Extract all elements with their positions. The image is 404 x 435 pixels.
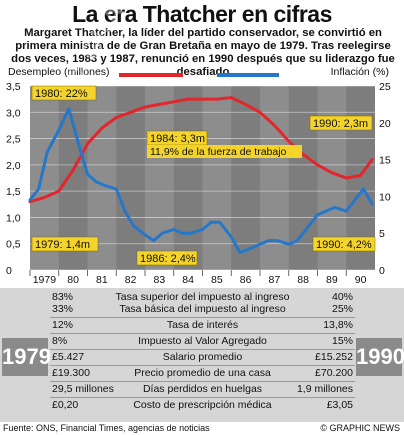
x-tick-label: 84: [182, 274, 194, 286]
x-tick-label: 1979: [33, 274, 57, 286]
table-row: 29,5 millones Días perdidos en huelgas 1,9…: [50, 384, 355, 395]
annotation-sublabel: 11,9% de la fuerza de trabajo: [150, 146, 287, 158]
year-band: [145, 86, 174, 270]
annotation-box: [136, 250, 198, 266]
series-lines: [28, 96, 374, 254]
annotation-box: [31, 236, 99, 252]
right-tick-label: 20: [379, 118, 391, 130]
table-row: £0,20 Costo de prescripción médica £3,05: [50, 400, 355, 411]
annotation-label: 1979: 1,4m: [35, 239, 90, 251]
value-1979: 29,5 millones: [52, 383, 114, 395]
annotation-label: 1990: 4,2%: [316, 239, 372, 251]
value-1990: 40%: [331, 291, 353, 303]
row-label: Días perdidos en huelgas: [142, 383, 263, 395]
x-tick-label: 89: [326, 274, 338, 286]
table-row: £5.427 Salario promedio £15.252: [50, 352, 355, 363]
unemployment-legend-label: Desempleo (millones): [8, 66, 110, 78]
source-footer: Fuente: ONS, Financial Times, agencias d…: [3, 423, 210, 433]
legend-swatches: [119, 73, 279, 77]
value-1979: £0,20: [52, 399, 79, 411]
right-tick-label: 10: [379, 191, 391, 203]
right-axis-ticks: 0 5 10 15 20 25: [379, 81, 391, 277]
right-tick-label: 25: [379, 81, 391, 93]
x-tick-label: 83: [154, 274, 166, 286]
line-chart: 0 0,5 1,0 1,5 2,0 2,5 3,0 3,5 0 5 10 15 20 25 1979 80…: [6, 81, 391, 286]
row-label: Tasa básica del impuesto al ingreso: [119, 303, 286, 315]
annotation-sub-box: [147, 145, 302, 158]
left-tick-label: 1,5: [6, 186, 21, 198]
inflation-legend-label: Inflación (%): [330, 66, 389, 78]
value-1990: 15%: [331, 335, 353, 347]
x-tick-label: 80: [67, 274, 79, 286]
year-1979-label: 1979: [2, 338, 51, 376]
annotation-box: [309, 115, 373, 131]
value-1979: £19.300: [52, 367, 90, 379]
left-axis-ticks: 0 0,5 1,0 1,5 2,0 2,5 3,0 3,5: [6, 81, 21, 277]
row-separator: [50, 349, 355, 350]
row-label: Impuesto al Valor Agregado: [138, 335, 267, 347]
row-label: Tasa superior del impuesto al ingreso: [115, 291, 290, 303]
chart-title: La era Thatcher en cifras: [72, 1, 332, 27]
row-label: Costo de prescripción médica: [133, 399, 272, 411]
x-tick-label: 87: [269, 274, 281, 286]
value-1990: 1,9 millones: [296, 383, 353, 395]
value-1990: £3,05: [326, 399, 353, 411]
x-tick-label: 86: [240, 274, 252, 286]
chart-subtitle: Margaret Thatcher, la líder del partido …: [11, 27, 395, 78]
x-tick-label: 90: [355, 274, 367, 286]
annotation-label: 1980: 22%: [35, 88, 88, 100]
table-row: 83% Tasa superior del impuesto al ingreso…: [50, 292, 355, 303]
table-row: 8% Impuesto al Valor Agregado 15%: [50, 336, 355, 347]
table-row: 33% Tasa básica del impuesto al ingreso 25…: [50, 304, 355, 315]
comparison-table: 83% Tasa superior del impuesto al ingreso…: [0, 288, 404, 422]
row-separator: [50, 365, 355, 366]
row-label: Salario promedio: [162, 351, 243, 363]
annotation-box: [31, 85, 97, 101]
row-label: Tasa de interés: [166, 319, 239, 331]
value-1979: 12%: [52, 319, 74, 331]
annotation-label: 1986: 2,4%: [140, 253, 196, 265]
row-label: Precio promedio de una casa: [134, 367, 271, 379]
x-tick-label: 81: [96, 274, 108, 286]
value-1979: 8%: [52, 335, 68, 347]
row-separator: [50, 333, 355, 334]
row-separator: [50, 381, 355, 382]
value-1979: 33%: [52, 303, 74, 315]
left-tick-label: 1,0: [6, 212, 21, 224]
annotation-label: 1984: 3,3m: [150, 133, 205, 145]
x-axis-ticks: 1979 80 81 82 83 84 85 86 87 88 89 90: [29, 270, 367, 286]
value-1979: 83%: [52, 291, 74, 303]
credit: © GRAPHIC NEWS: [320, 423, 400, 433]
annotation-box: [312, 236, 376, 252]
left-tick-label: 3,0: [6, 107, 21, 119]
value-1990: 25%: [331, 303, 353, 315]
left-tick-label: 0,5: [6, 239, 21, 251]
value-1990: £70.200: [315, 367, 353, 379]
row-separator: [50, 317, 355, 318]
value-1990: 13,8%: [323, 319, 353, 331]
x-tick-label: 88: [297, 274, 309, 286]
left-tick-label: 0: [6, 265, 12, 277]
table-row: £19.300 Precio promedio de una casa £70.20…: [50, 368, 355, 379]
inflation-line: [28, 107, 374, 254]
left-tick-label: 3,5: [6, 81, 21, 93]
right-tick-label: 15: [379, 155, 391, 167]
value-1990: £15.252: [315, 351, 353, 363]
table-row: 12% Tasa de interés 13,8%: [50, 320, 355, 331]
year-1990-label: 1990: [356, 338, 404, 376]
right-tick-label: 5: [379, 228, 385, 240]
row-separator: [50, 397, 355, 398]
year-band: [202, 86, 232, 270]
x-tick-label: 82: [125, 274, 137, 286]
unemployment-line: [28, 96, 374, 204]
x-tick-label: 85: [211, 274, 223, 286]
right-tick-label: 0: [379, 265, 385, 277]
left-tick-label: 2,5: [6, 134, 21, 146]
annotation-label: 1990: 2,3m: [313, 118, 368, 130]
left-tick-label: 2,0: [6, 160, 21, 172]
value-1979: £5.427: [52, 351, 85, 363]
